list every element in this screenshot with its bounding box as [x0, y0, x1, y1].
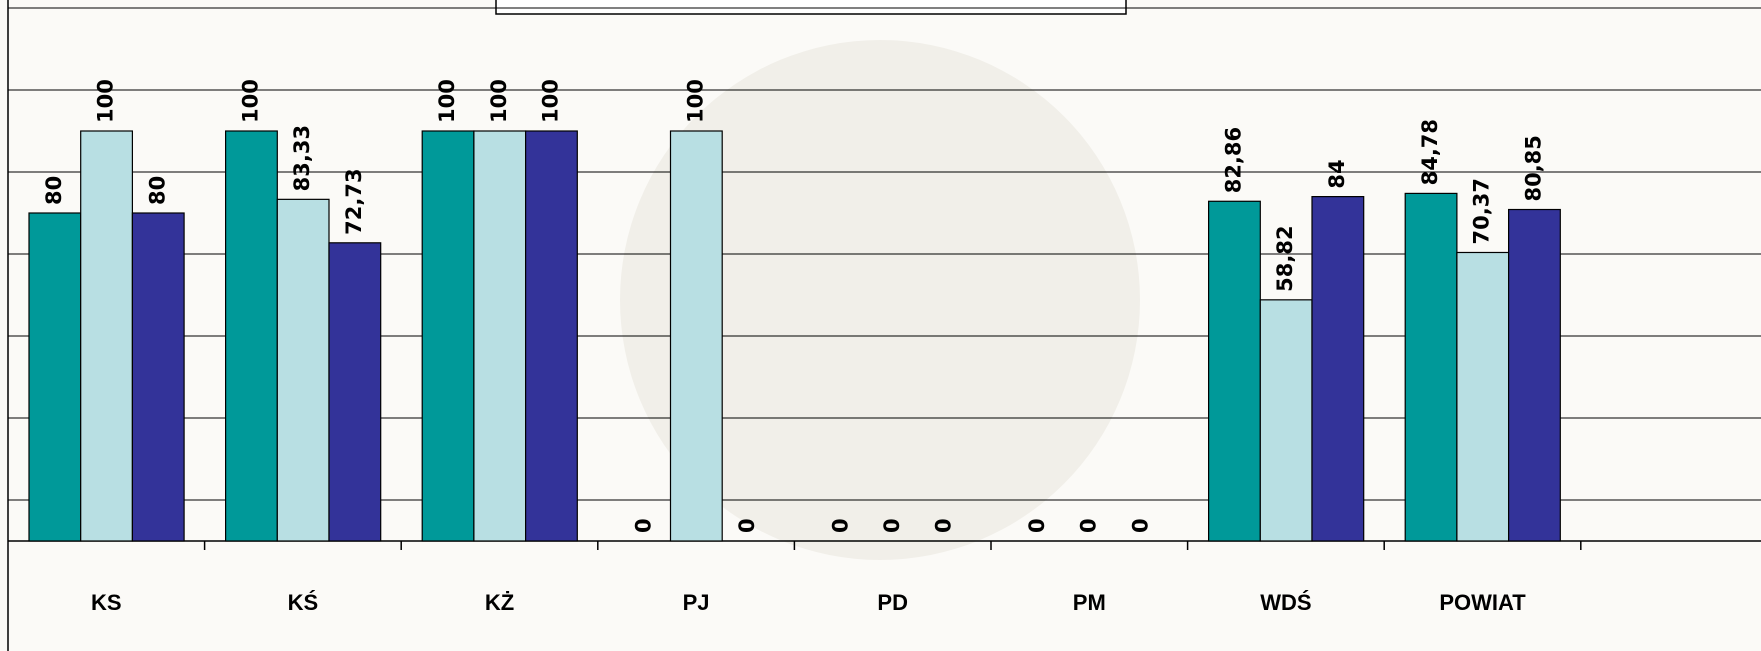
value-label: 84 [1325, 159, 1349, 188]
bar [328, 242, 382, 542]
x-tick-label: KS [91, 590, 122, 615]
bar [1259, 299, 1313, 542]
value-label: 82,86 [1221, 127, 1245, 193]
x-tick-label: WDŚ [1260, 590, 1311, 615]
value-label: 70,37 [1470, 178, 1494, 244]
value-label: 100 [435, 79, 459, 123]
value-label: 100 [487, 79, 511, 123]
value-label: 100 [538, 79, 562, 123]
x-tick-label: KŚ [288, 590, 319, 615]
bar [28, 212, 82, 542]
value-label: 0 [880, 518, 904, 533]
value-label: 72,73 [342, 168, 366, 234]
value-label: 100 [238, 79, 262, 123]
bar [80, 130, 133, 542]
bar [669, 130, 723, 542]
bar [1207, 200, 1261, 542]
bar [1404, 192, 1458, 542]
value-label: 0 [632, 518, 656, 533]
value-label: 0 [1128, 518, 1152, 533]
bar [1507, 208, 1561, 542]
bar [131, 212, 185, 542]
value-label: 100 [94, 79, 118, 123]
value-label: 0 [828, 518, 852, 533]
x-tick-label: PD [877, 590, 908, 615]
value-label: 83,33 [290, 125, 314, 191]
bar [276, 198, 330, 542]
title-box [495, 0, 1127, 15]
value-label: 84,78 [1418, 119, 1442, 185]
value-label: 0 [1077, 518, 1101, 533]
x-tick-label: KŻ [485, 590, 514, 615]
watermark [620, 40, 1140, 560]
value-label: 80 [42, 176, 66, 205]
bar [421, 130, 475, 542]
value-label: 0 [735, 518, 759, 533]
value-label: 0 [932, 518, 956, 533]
value-label: 0 [1025, 518, 1049, 533]
value-label: 80 [145, 176, 169, 205]
value-label: 100 [683, 79, 707, 123]
x-tick-label: PJ [683, 590, 710, 615]
x-tick-label: PM [1073, 590, 1106, 615]
bar [1456, 251, 1510, 542]
x-tick-label: POWIAT [1439, 590, 1526, 615]
value-label: 80,85 [1521, 135, 1545, 201]
bar [225, 130, 278, 542]
bar [1311, 196, 1365, 542]
bar [473, 130, 527, 542]
bar [524, 130, 578, 542]
value-label: 58,82 [1273, 225, 1297, 291]
